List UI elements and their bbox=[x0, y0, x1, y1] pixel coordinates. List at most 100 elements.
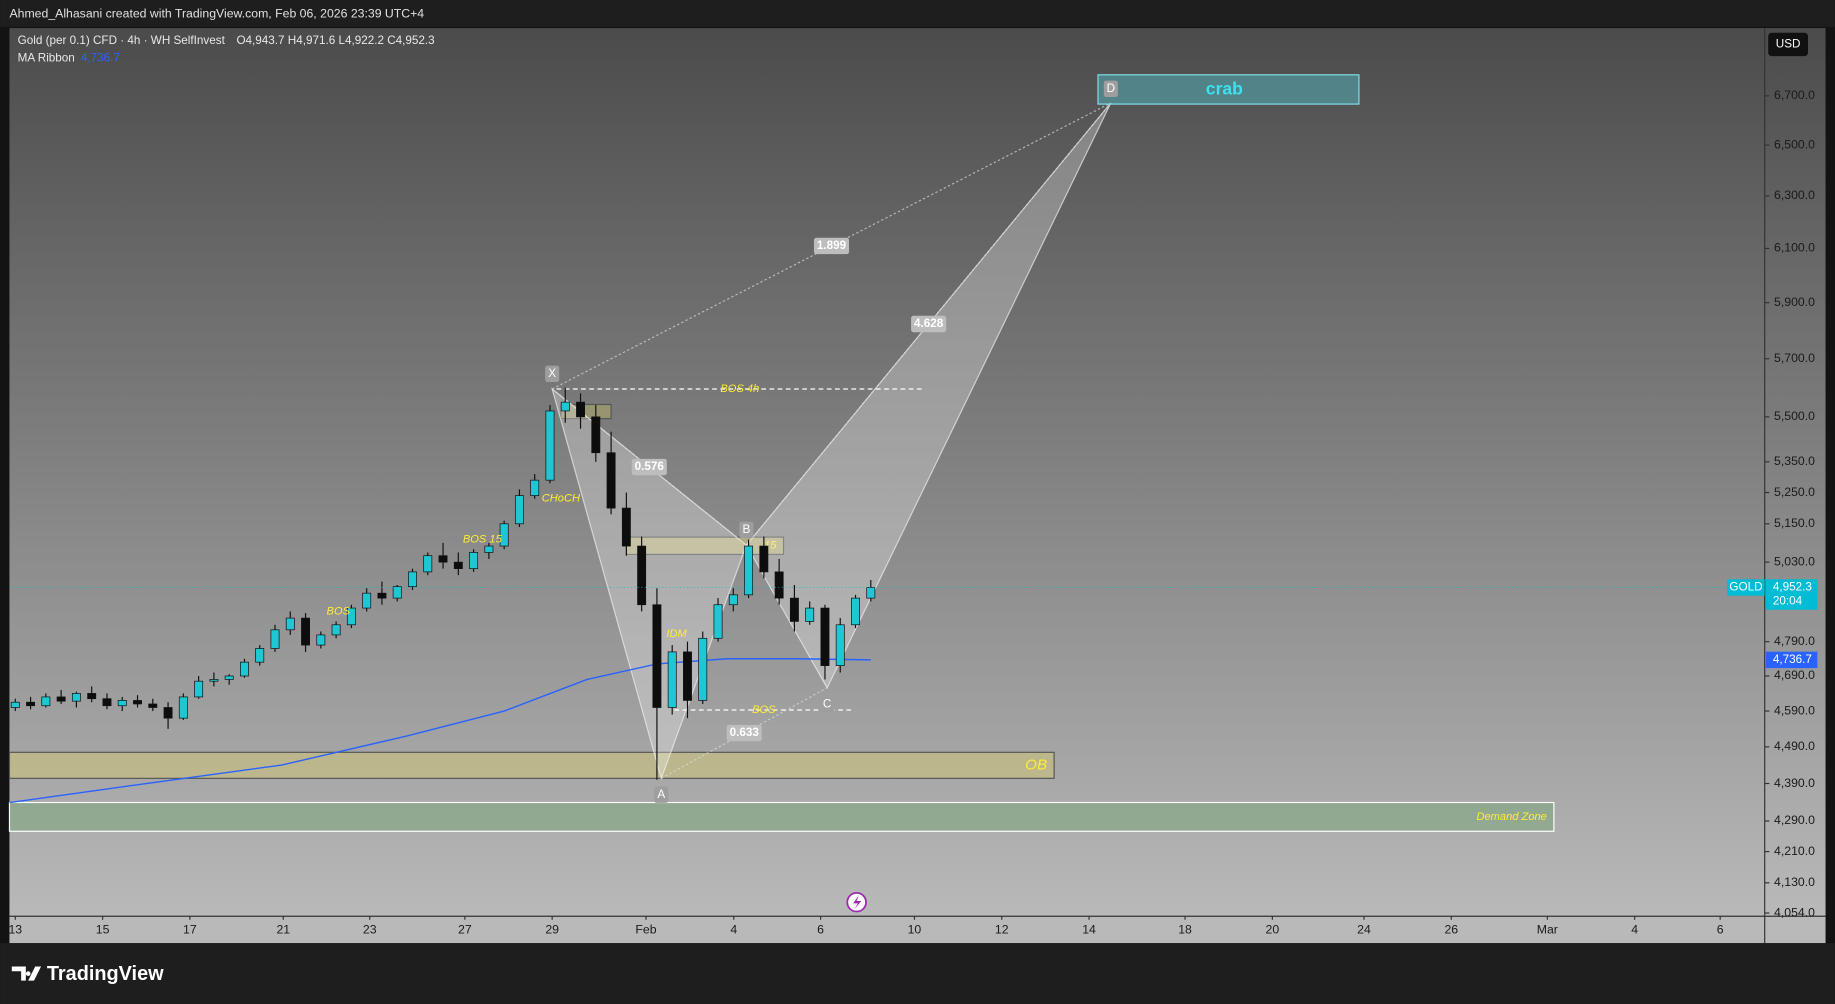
x-tick-label: 27 bbox=[458, 923, 472, 937]
point-label: D bbox=[1107, 82, 1115, 95]
candle-body bbox=[26, 701, 36, 707]
x-tick-label: 18 bbox=[1178, 923, 1192, 937]
header-text: Ahmed_Alhasani created with TradingView.… bbox=[9, 6, 424, 20]
point-box bbox=[545, 365, 560, 382]
candle-body bbox=[346, 607, 356, 626]
bos-label: BOS bbox=[752, 704, 776, 716]
candle-body bbox=[667, 651, 677, 708]
x-tick-label: 10 bbox=[908, 923, 922, 937]
x-tick-label: 13 bbox=[8, 923, 22, 937]
x-tick-label: 4 bbox=[1631, 923, 1638, 937]
header-bar bbox=[0, 0, 1835, 27]
x-tick-label: 21 bbox=[276, 923, 290, 937]
candle-body bbox=[301, 617, 311, 646]
x-tick-label: 15 bbox=[96, 923, 110, 937]
x-tick-label: 4 bbox=[730, 923, 737, 937]
y-tick-label: 4,054.0 bbox=[1774, 905, 1815, 919]
y-tick-label: 4,690.0 bbox=[1774, 668, 1815, 682]
price-axis bbox=[1764, 28, 1826, 917]
zone bbox=[8, 751, 1055, 779]
candle-body bbox=[576, 401, 585, 418]
ratio-box bbox=[631, 458, 667, 476]
candle-body bbox=[530, 479, 540, 496]
candle-body bbox=[820, 607, 830, 666]
candle-body bbox=[240, 661, 249, 677]
candle-body bbox=[71, 693, 81, 702]
legend-symbol: Gold (per 0.1) CFD · 4h · WH SelfInvest bbox=[18, 34, 226, 47]
pattern-name-box bbox=[1097, 74, 1360, 105]
candle-body bbox=[805, 607, 815, 622]
annotation: IDM bbox=[666, 628, 687, 640]
zone-label: Demand Zone bbox=[1476, 811, 1546, 823]
candle-body bbox=[133, 700, 142, 705]
ratio-label: 4.628 bbox=[914, 317, 944, 330]
y-tick-label: 6,100.0 bbox=[1774, 241, 1815, 255]
candle-body bbox=[744, 545, 754, 596]
candle-body bbox=[698, 637, 708, 701]
candle-body bbox=[209, 679, 219, 682]
ratio-box bbox=[726, 724, 762, 742]
candle-body bbox=[835, 624, 845, 666]
candle-body bbox=[178, 696, 188, 719]
footer bbox=[0, 943, 1835, 1004]
candle-body bbox=[285, 617, 295, 631]
ratio-label: 0.576 bbox=[635, 460, 665, 473]
y-tick-label: 6,300.0 bbox=[1774, 188, 1815, 202]
event-icon-glyph bbox=[853, 895, 862, 910]
candle-body bbox=[789, 597, 799, 622]
candle-body bbox=[163, 707, 173, 719]
price-tag-label: 4,736.7 bbox=[1773, 653, 1812, 666]
y-tick-label: 4,590.0 bbox=[1774, 703, 1815, 717]
y-tick-label: 4,290.0 bbox=[1774, 813, 1815, 827]
candle-body bbox=[499, 523, 509, 547]
y-tick-label: 5,150.0 bbox=[1774, 516, 1815, 530]
candle-body bbox=[102, 698, 112, 707]
candle-body bbox=[148, 703, 158, 708]
x-tick-label: 26 bbox=[1444, 923, 1458, 937]
point-label: B bbox=[743, 523, 751, 536]
point-box bbox=[820, 696, 835, 713]
y-tick-label: 4,390.0 bbox=[1774, 776, 1815, 790]
candle-body bbox=[377, 592, 387, 599]
candle-body bbox=[10, 701, 20, 708]
symbol-tag-label: GOLD bbox=[1729, 581, 1762, 594]
y-tick-label: 5,030.0 bbox=[1774, 554, 1815, 568]
candle-body bbox=[117, 700, 127, 707]
candle-body bbox=[560, 401, 570, 412]
candle-body bbox=[87, 693, 97, 700]
y-tick-label: 4,210.0 bbox=[1774, 844, 1815, 858]
x-tick-label: 24 bbox=[1357, 923, 1371, 937]
candle-body bbox=[331, 624, 341, 636]
point-label: A bbox=[657, 788, 665, 801]
candle-body bbox=[514, 495, 524, 525]
y-tick-label: 5,350.0 bbox=[1774, 454, 1815, 468]
y-tick-label: 4,790.0 bbox=[1774, 634, 1815, 648]
zone bbox=[560, 403, 612, 420]
point-label: X bbox=[548, 367, 556, 380]
x-tick-label: 6 bbox=[1717, 923, 1724, 937]
y-tick-label: 4,130.0 bbox=[1774, 875, 1815, 889]
candle-body bbox=[851, 597, 860, 626]
candle-body bbox=[316, 634, 326, 646]
currency-box bbox=[1768, 32, 1808, 57]
x-tick-label: 23 bbox=[363, 923, 377, 937]
point-box bbox=[654, 786, 669, 803]
point-label: C bbox=[823, 697, 831, 710]
candle-body bbox=[392, 586, 402, 599]
y-tick-label: 6,700.0 bbox=[1774, 88, 1815, 102]
x-tick-label: 12 bbox=[995, 923, 1009, 937]
y-tick-label: 5,900.0 bbox=[1774, 295, 1815, 309]
candle-body bbox=[362, 592, 372, 609]
candle-body bbox=[270, 629, 280, 649]
legend-ohlc: O4,943.7 H4,971.6 L4,922.2 C4,952.3 bbox=[236, 34, 434, 47]
candle-body bbox=[194, 680, 204, 698]
y-tick-label: 4,490.0 bbox=[1774, 739, 1815, 753]
candle-body bbox=[683, 651, 692, 701]
candle-body bbox=[759, 545, 769, 573]
point-box bbox=[1103, 80, 1118, 98]
candle-body bbox=[469, 552, 479, 569]
candle-body bbox=[484, 545, 494, 553]
candle-body bbox=[438, 555, 448, 563]
